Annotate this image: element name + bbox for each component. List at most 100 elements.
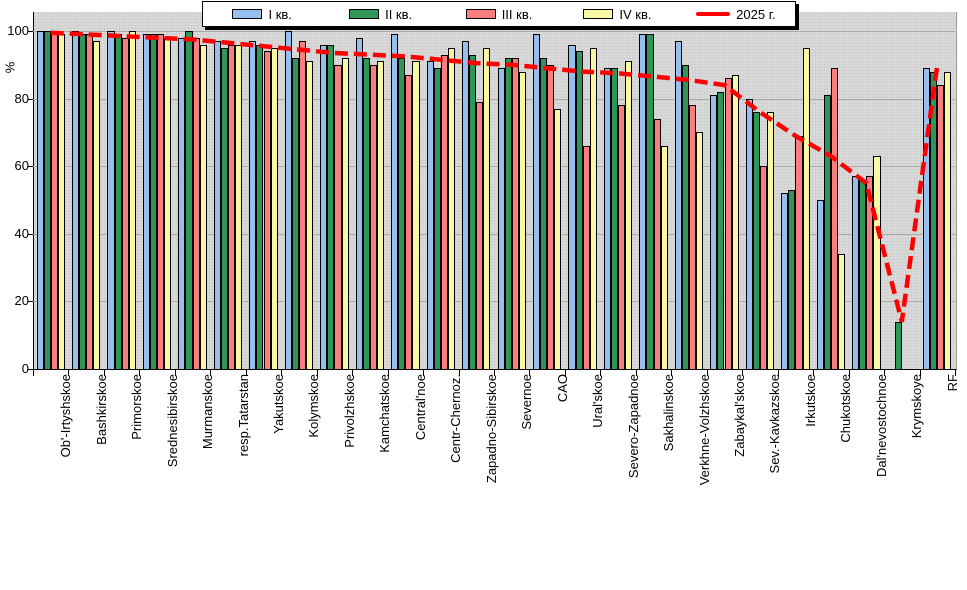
x-axis-tick xyxy=(210,370,212,376)
bar-IV кв.-CAO xyxy=(554,108,562,370)
legend-label: II кв. xyxy=(385,6,413,22)
bar-III кв.-Sakhalinskoe xyxy=(653,118,661,370)
bar-III кв.-Primorskoe xyxy=(121,37,129,370)
y-axis-tick xyxy=(28,166,33,168)
bar-III кв.-Privolzhskoe xyxy=(334,64,342,370)
bar-II кв.-Murmanskoe xyxy=(185,31,193,370)
bar-IV кв.-Yakutskoe xyxy=(270,47,278,370)
legend-item: III кв. xyxy=(440,7,558,22)
bar-I кв.-Zabaykal'skoe xyxy=(710,95,718,370)
bar-IV кв.-Murmanskoe xyxy=(199,44,207,370)
bar-I кв.-Sakhalinskoe xyxy=(639,34,647,370)
bar-IV кв.-Irkutskoe xyxy=(802,47,810,370)
bar-III кв.-Yakutskoe xyxy=(263,51,271,370)
bar-II кв.-Chukotskoe xyxy=(823,95,831,370)
bar-III кв.-RF xyxy=(937,85,945,370)
legend-label: 2025 г. xyxy=(736,6,776,22)
bar-I кв.-Severo-Zapadnoe xyxy=(603,68,611,370)
x-axis-tick xyxy=(103,370,105,376)
bar-II кв.-Ob'-Irtyshskoe xyxy=(43,31,51,370)
x-axis-tick xyxy=(423,370,425,376)
y-axis-tick xyxy=(28,233,33,235)
bar-III кв.-Central'noe xyxy=(405,74,413,370)
y-axis-tick-label: 20 xyxy=(14,293,29,309)
bar-I кв.-RF xyxy=(923,68,931,370)
bar-I кв.-Srednesibirskoe xyxy=(142,34,150,370)
x-axis-tick xyxy=(529,370,531,376)
bar-III кв.-Chukotskoe xyxy=(830,68,838,370)
bar-II кв.-Centr-Chernoz. xyxy=(433,68,441,370)
x-axis-tick xyxy=(600,370,602,376)
bar-I кв.-Severnoe xyxy=(497,68,505,370)
y-axis-tick-label: 100 xyxy=(7,23,29,38)
bar-III кв.-Zapadno-Sibirskoe xyxy=(476,101,484,370)
x-axis-tick xyxy=(884,370,886,376)
x-axis-tick xyxy=(33,370,34,376)
legend-item: I кв. xyxy=(203,7,321,22)
x-axis-tick xyxy=(919,370,921,376)
y-gridline xyxy=(33,233,955,235)
x-axis-tick xyxy=(458,370,460,376)
bar-II кв.-Kamchatskoe xyxy=(362,58,370,370)
bar-IV кв.-Ural'skoe xyxy=(589,47,597,370)
legend-label: III кв. xyxy=(501,6,533,22)
bar-III кв.-Sev.-Kavkazskoe xyxy=(759,166,768,370)
y-gridline xyxy=(33,31,955,32)
bar-I кв.-Bashkirskoe xyxy=(71,31,80,370)
bar-I кв.-Kolymskoe xyxy=(284,31,292,370)
bar-IV кв.-Sakhalinskoe xyxy=(660,145,668,370)
bar-II кв.-Sev.-Kavkazskoe xyxy=(752,112,760,370)
legend-label: I кв. xyxy=(268,6,292,22)
bar-II кв.-Severnoe xyxy=(504,58,512,370)
x-axis-tick xyxy=(68,370,70,376)
legend-color-swatch xyxy=(465,9,496,19)
y-axis-tick xyxy=(28,301,33,303)
bar-III кв.-Dal'nevostochnoe xyxy=(866,176,874,370)
bar-I кв.-Murmanskoe xyxy=(178,37,186,370)
x-axis-tick xyxy=(635,370,637,376)
bar-IV кв.-resp.Tatarstan xyxy=(235,44,243,370)
x-axis-tick xyxy=(387,370,389,376)
bar-I кв.-Sev.-Kavkazskoe xyxy=(745,98,753,370)
legend: I кв. II кв. III кв. IV кв. 2025 г. xyxy=(202,1,796,27)
bar-II кв.-Severo-Zapadnoe xyxy=(611,68,619,370)
bar-III кв.-CAO xyxy=(547,64,555,370)
bar-IV кв.-Severo-Zapadnoe xyxy=(625,61,633,370)
y-axis-tick xyxy=(28,369,33,370)
bar-II кв.-Zapadno-Sibirskoe xyxy=(469,54,477,370)
y-gridline xyxy=(33,301,955,303)
bar-I кв.-Centr-Chernoz. xyxy=(426,61,434,370)
bar-II кв.-Zabaykal'skoe xyxy=(717,91,725,370)
legend-color-swatch xyxy=(349,9,380,19)
legend-item: II кв. xyxy=(321,7,439,22)
bar-I кв.-Verkhne-Volzhskoe xyxy=(674,41,682,370)
x-axis-tick xyxy=(494,370,495,376)
bar-IV кв.-Dal'nevostochnoe xyxy=(873,156,881,370)
bar-II кв.-Ural'skoe xyxy=(575,51,583,370)
bar-III кв.-Verkhne-Volzhskoe xyxy=(689,105,697,370)
bar-III кв.-Zabaykal'skoe xyxy=(724,78,732,370)
y-gridline xyxy=(33,166,955,168)
x-axis-tick xyxy=(813,370,815,376)
bar-III кв.-Kolymskoe xyxy=(298,41,307,370)
bar-IV кв.-Primorskoe xyxy=(128,31,136,370)
x-axis-tick xyxy=(245,370,247,376)
bar-IV кв.-Centr-Chernoz. xyxy=(447,47,455,370)
x-axis-tick xyxy=(742,370,744,376)
bar-IV кв.-Zabaykal'skoe xyxy=(731,74,739,370)
bar-II кв.-Verkhne-Volzhskoe xyxy=(681,64,690,370)
bar-I кв.-Kamchatskoe xyxy=(355,37,363,370)
bar-I кв.-Central'noe xyxy=(391,34,399,370)
bar-III кв.-Severo-Zapadnoe xyxy=(618,105,626,370)
bar-IV кв.-Privolzhskoe xyxy=(341,58,349,370)
x-axis-tick xyxy=(706,370,708,376)
y-axis-tick xyxy=(28,31,33,32)
bar-II кв.-Irkutskoe xyxy=(788,189,796,370)
legend-item: IV кв. xyxy=(558,7,676,22)
legend-line-swatch xyxy=(696,12,731,16)
bar-II кв.-Krymskoye xyxy=(894,321,902,370)
x-axis-tick xyxy=(777,370,779,376)
bar-I кв.-Irkutskoe xyxy=(781,193,789,370)
